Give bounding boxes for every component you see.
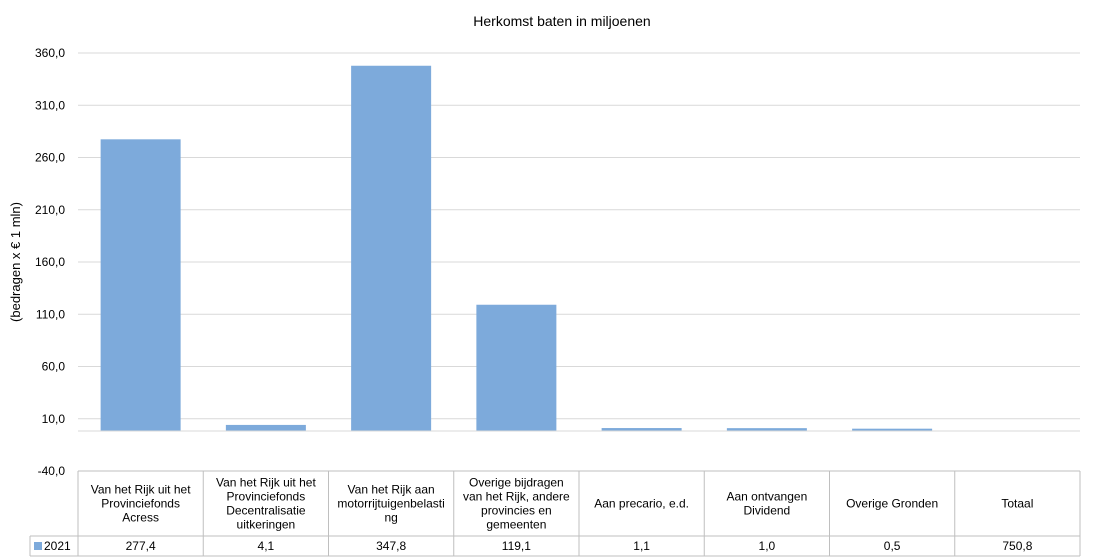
legend-swatch: [34, 542, 42, 550]
bar: [351, 65, 432, 432]
category-label-line: Decentralisatie: [226, 504, 306, 518]
category-label-line: gemeenten: [486, 518, 546, 532]
category-label: Overige bijdragen van het Rijk, andere pro…: [463, 476, 570, 532]
category-label-line: Acress: [122, 511, 159, 525]
category-label-line: Van het Rijk aan: [348, 483, 435, 497]
y-tick-label: 310,0: [35, 98, 65, 112]
category-label-line: ng: [384, 511, 397, 525]
bar: [476, 304, 557, 431]
y-tick-label: 10,0: [42, 412, 66, 426]
category-label: Van het Rijk uit het Provinciefonds Decent…: [216, 476, 316, 532]
category-label-line: Provinciefonds: [101, 497, 180, 511]
category-label-line: Aan ontvangen: [727, 490, 808, 504]
category-label-line: Van het Rijk uit het: [91, 483, 191, 497]
y-tick-label: 360,0: [35, 46, 65, 60]
data-label: 277,4: [126, 539, 156, 553]
bar: [852, 428, 933, 431]
data-label: 750,8: [1002, 539, 1032, 553]
category-label: Aan ontvangen Dividend: [727, 490, 808, 518]
data-label: 1,0: [759, 539, 776, 553]
data-label: 119,1: [502, 539, 531, 553]
category-label: Aan precario, e.d.: [594, 497, 689, 511]
data-table: Van het Rijk uit het Provinciefonds Acress…: [29, 470, 1081, 557]
category-label: Overige Gronden: [846, 497, 938, 511]
gridlines: [78, 52, 1080, 420]
bar: [225, 424, 306, 431]
category-label-line: motorrijtuigenbelasti: [337, 497, 444, 511]
category-label-line: provincies en: [481, 504, 552, 518]
category-label-line: Van het Rijk uit het: [216, 476, 316, 490]
y-tick-label: 260,0: [35, 151, 65, 165]
y-axis-ticks: 360,0 310,0 260,0 210,0 160,0 110,0 60,0 10,0 -4…: [35, 46, 65, 478]
category-label: Totaal: [1001, 497, 1033, 511]
y-tick-label: 210,0: [35, 203, 65, 217]
category-label: Van het Rijk uit het Provinciefonds Acress: [91, 483, 191, 525]
category-label-line: Dividend: [744, 504, 791, 518]
category-label-line: Provinciefonds: [227, 490, 306, 504]
bar: [601, 428, 682, 431]
y-tick-label: 60,0: [42, 360, 66, 374]
data-label: 347,8: [376, 539, 406, 553]
y-axis-label: (bedragen x € 1 mln): [8, 202, 23, 322]
y-tick-label: 110,0: [36, 307, 65, 321]
category-label-line: Overige bijdragen: [469, 476, 564, 490]
data-label: 4,1: [258, 539, 275, 553]
category-label-line: Totaal: [1001, 497, 1033, 511]
bar: [726, 428, 807, 431]
category-label-line: uitkeringen: [237, 518, 296, 532]
y-tick-label: -40,0: [38, 464, 66, 478]
bar: [100, 139, 181, 431]
category-label-line: van het Rijk, andere: [463, 490, 570, 504]
legend-label: 2021: [44, 539, 71, 553]
bars: [78, 65, 1080, 432]
chart-title: Herkomst baten in miljoenen: [473, 13, 650, 29]
category-label: Van het Rijk aan motorrijtuigenbelasti ng: [337, 483, 444, 525]
category-label-line: Overige Gronden: [846, 497, 938, 511]
data-label: 0,5: [884, 539, 901, 553]
category-label-line: Aan precario, e.d.: [594, 497, 689, 511]
y-tick-label: 160,0: [35, 255, 65, 269]
data-label: 1,1: [633, 539, 650, 553]
